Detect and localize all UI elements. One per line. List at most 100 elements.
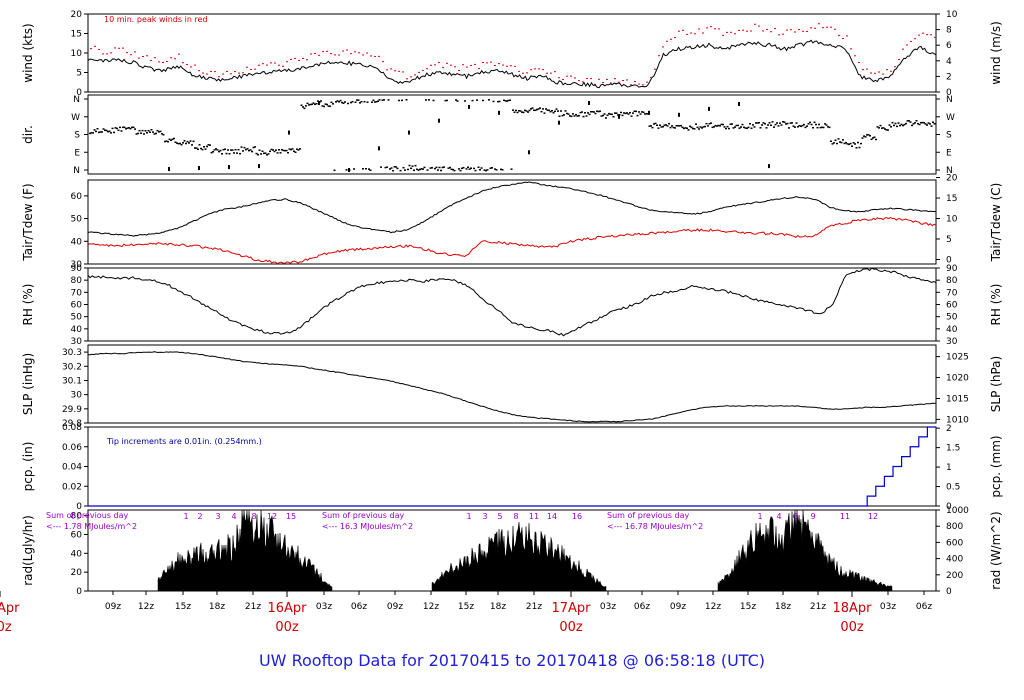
tick-label-left: 80 xyxy=(71,276,83,286)
dir-point xyxy=(302,106,304,108)
dir-point xyxy=(734,126,736,128)
rad-sum-label: Sum of previous day xyxy=(607,511,689,520)
dir-point xyxy=(772,121,774,123)
dir-point xyxy=(823,127,825,129)
dir-point xyxy=(493,101,495,103)
dir-point xyxy=(605,117,607,119)
dir-point xyxy=(206,146,208,148)
dir-point xyxy=(241,146,243,148)
dir-point xyxy=(403,167,405,169)
dir-point xyxy=(595,113,597,115)
dir-point xyxy=(292,148,294,150)
wind-peak-annotation: 10 min. peak winds in red xyxy=(104,15,208,24)
dir-point xyxy=(710,122,712,124)
dir-point xyxy=(572,113,574,115)
panel-rh: 3040506070809030405060708090RH (%) RH (%) xyxy=(21,264,1003,347)
dir-point xyxy=(766,127,768,128)
dir-point xyxy=(613,116,615,118)
dir-point xyxy=(650,125,652,127)
tick-label-right: 60 xyxy=(946,301,958,311)
x-tick-label: 15z xyxy=(175,602,191,612)
dir-point xyxy=(428,99,430,101)
dir-point xyxy=(773,126,775,128)
dir-point xyxy=(242,150,244,152)
dir-point xyxy=(151,129,153,131)
dir-point xyxy=(118,130,120,132)
y-axis-label-right: SLP (hPa) xyxy=(989,356,1003,412)
dir-point xyxy=(509,99,511,101)
dir-point xyxy=(460,170,462,172)
dir-point xyxy=(247,148,249,150)
dir-point xyxy=(198,166,200,170)
dir-point xyxy=(578,115,580,117)
hour-mark-label: 12 xyxy=(267,512,277,521)
x-tick-label: 06z xyxy=(634,602,650,612)
dir-point xyxy=(427,169,429,171)
dir-point xyxy=(251,151,253,153)
dir-point xyxy=(326,104,328,106)
dir-point xyxy=(905,123,907,125)
dir-point xyxy=(835,140,837,142)
dir-point xyxy=(392,170,394,172)
dir-point xyxy=(139,130,141,132)
x-tick-label: 09z xyxy=(105,602,121,612)
dir-point xyxy=(581,111,583,113)
dir-point xyxy=(422,168,424,170)
dir-point xyxy=(400,170,402,172)
hour-mark-label: 2 xyxy=(197,512,202,521)
dir-point xyxy=(749,123,751,125)
dir-point xyxy=(817,127,819,128)
dir-point xyxy=(697,127,699,128)
dir-point xyxy=(678,113,680,117)
dir-point xyxy=(227,149,229,151)
dir-point xyxy=(352,101,354,103)
dir-point xyxy=(299,148,301,150)
tick-label-right: S xyxy=(946,131,952,141)
dir-point xyxy=(698,128,700,130)
tick-label-left: 50 xyxy=(71,215,83,225)
dir-point xyxy=(806,125,808,127)
x-tick-label: 12z xyxy=(423,602,439,612)
tick-label-left: E xyxy=(74,148,80,158)
dir-point xyxy=(587,112,589,114)
dir-point xyxy=(896,126,898,128)
dir-point xyxy=(130,128,132,129)
dir-point xyxy=(593,111,595,113)
dir-point xyxy=(228,165,230,169)
dir-point xyxy=(589,114,591,116)
dir-point xyxy=(274,151,276,153)
dir-point xyxy=(781,124,783,126)
dir-point xyxy=(553,112,555,114)
dir-point xyxy=(659,125,661,127)
dir-point xyxy=(731,123,733,125)
tick-label-left: 40 xyxy=(71,549,83,559)
series-slp-line xyxy=(88,352,936,422)
tick-label-right: N xyxy=(946,95,953,105)
dir-point xyxy=(658,127,660,128)
tick-label-left: N xyxy=(73,95,80,105)
dir-point xyxy=(487,169,489,171)
dir-point xyxy=(571,116,573,118)
dir-point xyxy=(367,101,369,103)
dir-point xyxy=(686,127,688,128)
dir-point xyxy=(190,140,192,142)
dir-point xyxy=(761,124,763,126)
dir-point xyxy=(811,124,813,126)
dir-point xyxy=(94,129,96,131)
date-label-hour: 00z xyxy=(840,620,864,635)
dir-point xyxy=(656,125,658,127)
dir-point xyxy=(890,126,892,128)
dir-point xyxy=(778,125,780,127)
dir-point xyxy=(737,125,739,127)
dir-point xyxy=(754,126,756,128)
dir-point xyxy=(386,166,388,168)
dir-point xyxy=(268,153,270,155)
dir-point xyxy=(406,99,408,101)
tick-label-left: N xyxy=(73,166,80,176)
tick-label-left: 60 xyxy=(71,530,83,540)
dir-point xyxy=(481,167,483,169)
dir-point xyxy=(412,165,414,167)
dir-point xyxy=(833,142,835,144)
dir-point xyxy=(529,110,531,112)
